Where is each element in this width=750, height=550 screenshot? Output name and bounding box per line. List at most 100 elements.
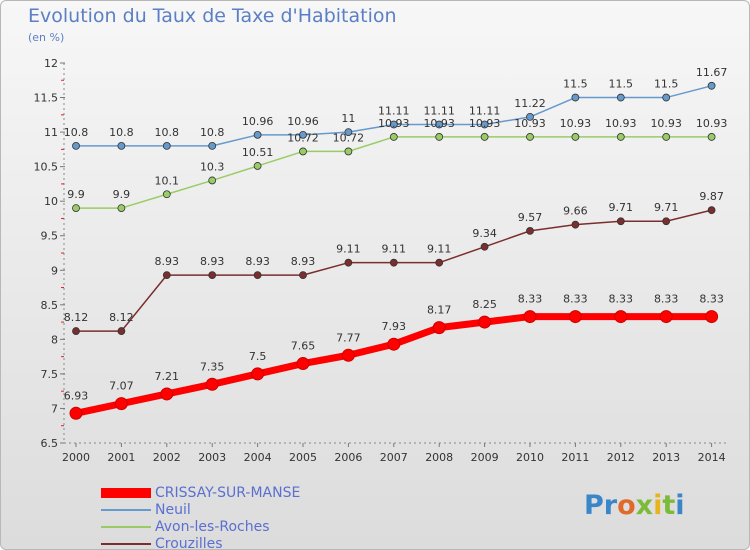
data-point — [117, 204, 126, 212]
data-point — [707, 133, 716, 141]
data-point — [480, 120, 489, 129]
data-label: 8.93 — [155, 255, 180, 268]
legend-label-avon: Avon-les-Roches — [155, 519, 270, 535]
x-tick-label: 2002 — [153, 451, 181, 464]
data-label: 10.93 — [696, 117, 728, 130]
data-label: 10.1 — [155, 174, 180, 187]
data-point — [523, 310, 537, 324]
y-tick-label: 12 — [44, 57, 58, 70]
data-label: 8.33 — [563, 293, 588, 306]
data-point — [659, 310, 673, 324]
data-point — [526, 112, 534, 121]
x-tick-label: 2012 — [607, 451, 635, 464]
data-label: 11.5 — [563, 78, 588, 91]
x-tick-label: 2003 — [198, 451, 226, 464]
data-label: 9.71 — [654, 201, 679, 214]
data-point — [480, 242, 489, 251]
data-point — [299, 147, 307, 156]
data-point — [614, 310, 628, 324]
data-point — [568, 310, 582, 324]
data-point — [299, 271, 307, 280]
y-tick-label: 8.5 — [41, 299, 59, 312]
data-point — [387, 337, 401, 351]
data-label: 8.93 — [200, 255, 225, 268]
legend-swatch-crouzilles — [101, 543, 151, 545]
legend-label-crissay: CRISSAY-SUR-MANSE — [155, 485, 301, 501]
legend-label-crouzilles: Crouzilles — [155, 536, 223, 550]
data-label: 10.3 — [200, 160, 225, 173]
data-point — [435, 120, 444, 129]
data-label: 8.12 — [109, 311, 134, 324]
legend-item-neuil: Neuil — [101, 502, 361, 519]
data-point — [205, 377, 219, 391]
data-label: 11 — [341, 112, 355, 125]
data-point — [344, 258, 353, 267]
data-label: 9.11 — [336, 243, 361, 256]
x-tick-label: 2013 — [652, 451, 680, 464]
data-point — [707, 206, 716, 215]
y-tick-label: 7 — [51, 402, 58, 415]
data-label: 7.77 — [336, 331, 361, 344]
data-label: 7.65 — [291, 340, 316, 353]
data-point — [705, 310, 719, 324]
data-point — [160, 387, 174, 401]
data-label: 9.57 — [518, 211, 543, 224]
data-label: 8.12 — [64, 311, 89, 324]
data-label: 8.33 — [654, 293, 679, 306]
data-point — [72, 204, 80, 212]
data-label: 9.9 — [113, 188, 131, 201]
legend: CRISSAY-SUR-MANSE Neuil Avon-les-Roches … — [101, 485, 361, 550]
legend-label-neuil: Neuil — [155, 502, 191, 518]
x-tick-label: 2004 — [244, 451, 272, 464]
data-point — [344, 128, 353, 136]
data-point — [117, 142, 126, 150]
x-tick-label: 2014 — [698, 451, 726, 464]
data-point — [435, 258, 444, 267]
data-label: 10.93 — [378, 117, 410, 130]
data-label: 10.93 — [650, 117, 682, 130]
y-tick-label: 9.5 — [41, 230, 59, 243]
x-tick-label: 2009 — [471, 451, 499, 464]
x-tick-label: 2007 — [380, 451, 408, 464]
data-label: 10.93 — [560, 117, 592, 130]
data-point — [662, 217, 671, 226]
unit-label: (en %) — [28, 31, 65, 44]
data-point — [162, 142, 171, 150]
data-point — [162, 271, 171, 280]
data-point — [616, 93, 625, 102]
data-point — [389, 133, 398, 141]
legend-item-crouzilles: Crouzilles — [101, 536, 361, 550]
data-label: 10.93 — [423, 117, 455, 130]
data-label: 10.8 — [155, 126, 180, 139]
data-point — [571, 133, 580, 141]
data-point — [72, 327, 80, 335]
data-label: 11.22 — [514, 97, 546, 110]
data-label: 10.51 — [242, 146, 274, 159]
data-point — [299, 130, 307, 139]
data-label: 8.93 — [245, 255, 270, 268]
data-point — [662, 133, 671, 141]
y-tick-label: 8 — [51, 333, 58, 346]
data-point — [478, 315, 492, 329]
y-tick-label: 11 — [44, 126, 58, 139]
data-label: 9.34 — [472, 227, 497, 240]
proxiti-logo: Proxiti — [584, 490, 685, 521]
data-label: 10.8 — [109, 126, 134, 139]
data-label: 9.11 — [427, 243, 452, 256]
x-tick-label: 2000 — [62, 451, 90, 464]
data-point — [208, 271, 217, 280]
data-label: 8.25 — [472, 298, 497, 311]
data-label: 8.33 — [699, 293, 724, 306]
y-tick-label: 6.5 — [41, 437, 59, 450]
chart-title: Evolution du Taux de Taxe d'Habitation — [28, 5, 397, 27]
data-point — [571, 93, 580, 102]
data-label: 7.21 — [155, 370, 180, 383]
data-point — [707, 81, 716, 90]
data-label: 8.33 — [518, 293, 543, 306]
data-point — [616, 217, 625, 226]
y-tick-label: 10 — [44, 195, 58, 208]
data-label: 9.11 — [382, 243, 407, 256]
data-point — [117, 327, 126, 335]
y-tick-label: 11.5 — [34, 92, 59, 105]
